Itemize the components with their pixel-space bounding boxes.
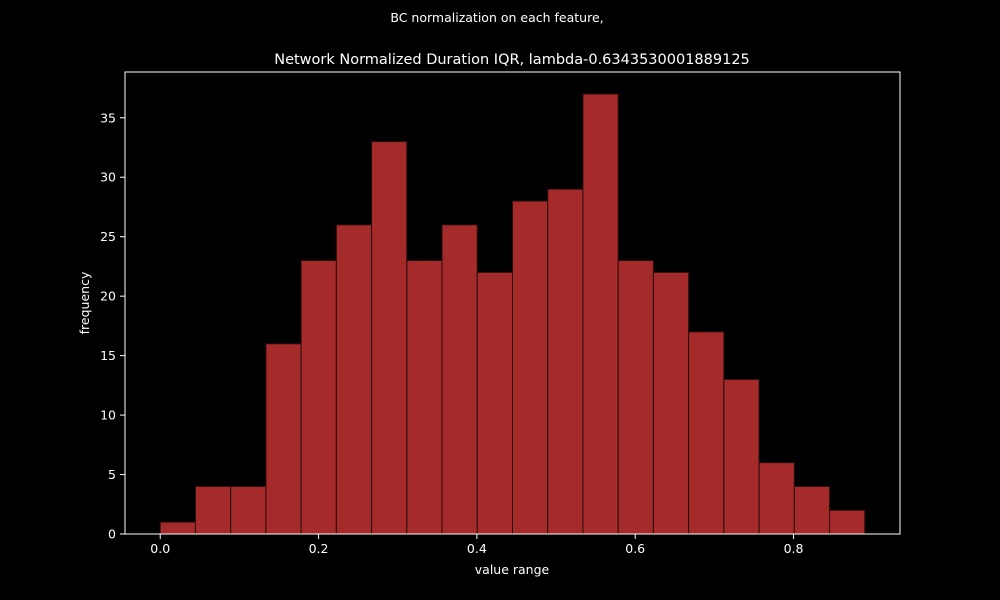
y-tick-label: 35 xyxy=(100,110,116,125)
histogram-bar xyxy=(265,343,302,535)
histogram-bar xyxy=(335,224,373,535)
histogram-bar xyxy=(723,378,760,535)
histogram-bar xyxy=(688,331,725,535)
x-axis-ticks: 0.0 0.2 0.4 0.6 0.8 xyxy=(150,534,804,556)
histogram-bar xyxy=(194,485,232,535)
histogram-bar xyxy=(159,521,196,535)
plot-frame xyxy=(124,71,901,535)
histogram-bar xyxy=(617,259,654,535)
x-tick-label: 0.4 xyxy=(467,541,487,556)
x-tick-label: 0.0 xyxy=(150,541,170,556)
y-tick-label: 15 xyxy=(100,348,116,363)
figure-suptitle: BC normalization on each feature, xyxy=(390,10,603,25)
histogram-bar xyxy=(652,271,690,535)
y-tick-label: 30 xyxy=(100,170,116,185)
histogram-bar xyxy=(829,509,866,535)
y-tick-label: 20 xyxy=(100,289,116,304)
y-tick-label: 5 xyxy=(108,467,116,482)
y-tick-label: 25 xyxy=(100,229,116,244)
x-tick-label: 0.2 xyxy=(309,541,329,556)
histogram-bar xyxy=(793,485,831,535)
bars-group xyxy=(159,93,866,535)
chart-title: Network Normalized Duration IQR, lambda-… xyxy=(274,52,750,68)
x-tick-label: 0.6 xyxy=(625,541,645,556)
y-axis-label: frequency xyxy=(77,271,92,334)
histogram-bar xyxy=(230,485,267,535)
histogram-bar xyxy=(441,224,478,535)
histogram-bar xyxy=(512,200,549,535)
y-tick-label: 0 xyxy=(108,527,116,542)
x-axis-label: value range xyxy=(475,562,550,577)
histogram-bar xyxy=(476,271,514,535)
x-tick-label: 0.8 xyxy=(784,541,804,556)
histogram-bar xyxy=(582,93,619,535)
histogram-bar xyxy=(758,462,795,535)
y-tick-label: 10 xyxy=(100,408,116,423)
histogram-bar xyxy=(406,259,443,535)
histogram-bar xyxy=(547,188,584,535)
histogram-bar xyxy=(300,259,337,535)
histogram-bar xyxy=(371,141,408,535)
y-axis-ticks: 0 5 10 15 20 25 30 35 xyxy=(100,110,125,542)
